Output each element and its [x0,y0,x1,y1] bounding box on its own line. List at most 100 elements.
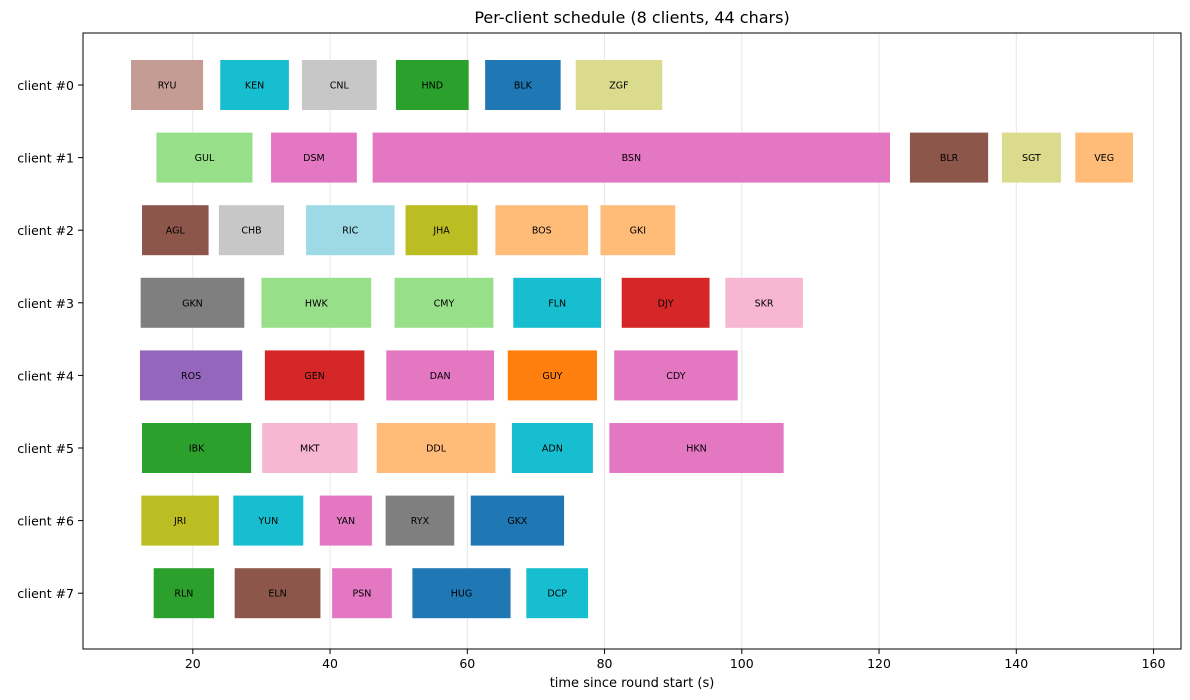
task-bar [140,277,245,328]
task-bar [233,495,304,546]
task-label: DAN [430,371,451,382]
task-label: BLK [514,81,533,92]
task-bar [412,568,511,619]
task-bar [1075,132,1133,183]
task-bar [372,132,891,183]
grid-lines [192,33,1155,649]
x-tick-label: 120 [867,656,891,671]
task-label: GKI [630,226,646,237]
task-label: CNL [330,81,350,92]
y-tick-label: client #7 [17,586,74,601]
task-label: DCP [547,589,567,600]
x-tick-label: 100 [730,656,754,671]
task-label: ELN [268,589,286,600]
task-label: BOS [532,226,552,237]
task-bar [614,350,738,401]
task-bar [609,423,784,473]
x-ticks: 20 40 60 80 100 120 140 160 [185,649,1166,671]
task-label: CMY [434,298,455,309]
y-tick-label: client #4 [17,368,74,383]
task-label: HWK [305,298,329,309]
task-bar [909,132,989,183]
task-bar [261,277,372,328]
task-label: GEN [304,371,324,382]
task-label: SKR [755,298,774,309]
y-tick-label: client #1 [17,151,74,166]
task-label: KEN [245,81,264,92]
task-label: HND [422,81,444,92]
task-label: BSN [622,153,642,164]
task-bar [271,132,357,183]
task-bar [153,568,215,619]
x-tick-label: 80 [597,656,613,671]
task-bar [376,423,496,473]
task-label: YAN [335,516,355,527]
y-tick-label: client #6 [17,514,74,529]
task-bar [395,60,469,110]
task-label: DDL [426,444,447,455]
x-tick-label: 60 [459,656,475,671]
task-label: ZGF [609,81,628,92]
task-label: VEG [1094,153,1114,164]
task-bar [405,205,478,256]
x-tick-label: 160 [1142,656,1166,671]
task-bar [141,495,219,546]
task-label: ROS [181,371,201,382]
task-label: HKN [686,444,706,455]
task-bar [319,495,372,546]
x-tick-label: 20 [185,656,201,671]
task-bar [513,277,602,328]
task-label: CHB [241,226,261,237]
x-axis-label: time since round start (s) [550,676,715,691]
bars: RYU KEN CNL HND BLK ZGF GUL DSM BSN BLR SGT VEG AGL C… [131,60,1133,619]
task-label: RYX [411,516,430,527]
task-bar [621,277,710,328]
task-label: YUN [257,516,278,527]
plot-frame [82,32,1182,650]
y-tick-label: client #3 [17,296,74,311]
task-label: AGL [166,226,186,237]
task-label: CDY [666,371,685,382]
task-bar [1001,132,1061,183]
task-label: RIC [342,226,358,237]
task-bar [526,568,589,619]
task-bar [495,205,589,256]
task-bar [301,60,377,110]
task-bar [142,205,209,256]
task-label: GKX [507,516,528,527]
task-bar [470,495,565,546]
task-label: MKT [300,444,320,455]
y-tick-label: client #2 [17,223,74,238]
x-tick-label: 40 [322,656,338,671]
task-label: JHA [432,226,450,237]
chart-title: Per-client schedule (8 clients, 44 chars… [474,8,789,27]
task-bar [394,277,494,328]
task-bar [262,423,358,473]
task-label: RYU [158,81,177,92]
task-label: JRI [173,516,186,527]
task-bar [600,205,676,256]
x-tick-label: 140 [1004,656,1028,671]
task-label: FLN [548,298,566,309]
task-label: SGT [1022,153,1041,164]
task-bar [385,495,455,546]
task-bar [142,423,252,473]
task-bar [218,205,285,256]
task-bar [131,60,204,110]
task-bar [156,132,253,183]
task-bar [507,350,598,401]
task-label: PSN [353,589,372,600]
task-label: DJY [658,298,674,309]
task-label: HUG [451,589,472,600]
task-bar [306,205,395,256]
task-bar [485,60,561,110]
task-bar [386,350,495,401]
task-label: GUY [542,371,562,382]
task-bar [234,568,321,619]
task-bar [220,60,289,110]
task-bar [139,350,243,401]
task-bar [725,277,803,328]
task-label: ADN [542,444,563,455]
task-label: IBK [189,444,205,455]
